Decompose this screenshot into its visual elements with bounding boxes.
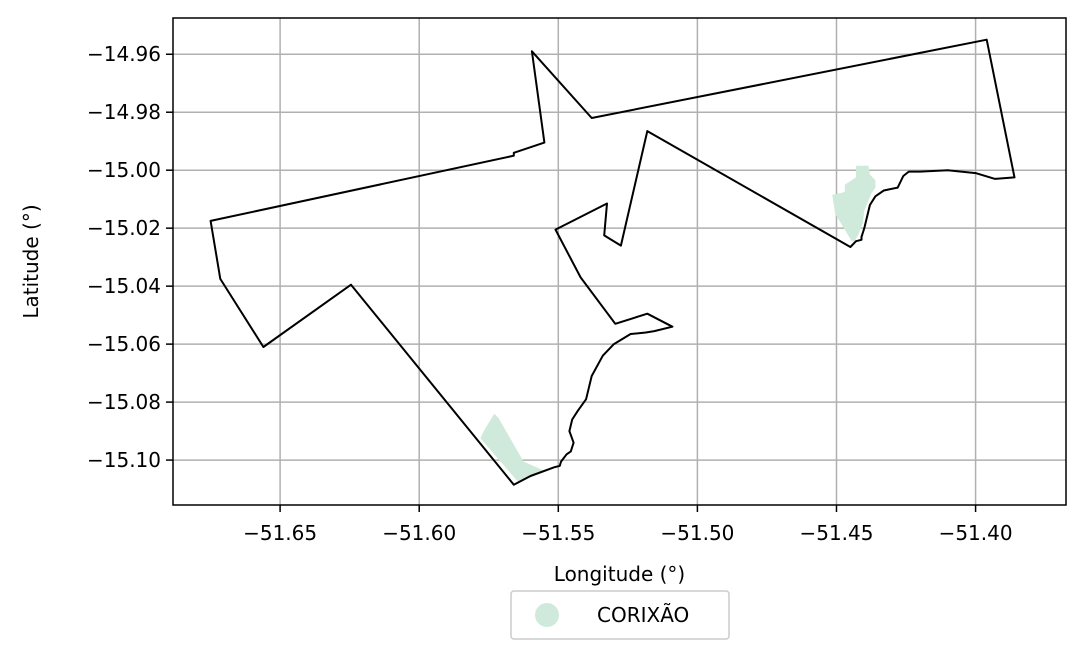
- y-tick-label: −15.00: [87, 158, 161, 182]
- plot-frame: [172, 17, 1067, 506]
- x-tick-label: −51.50: [660, 521, 734, 545]
- x-tick-label: −51.60: [382, 521, 456, 545]
- x-tick-label: −51.40: [939, 521, 1013, 545]
- grid-lines: [173, 18, 1066, 505]
- corixao-area: [832, 165, 876, 242]
- legend-label-corixao: CORIXÃO: [597, 603, 689, 627]
- y-axis-label: Latitude (°): [19, 204, 43, 318]
- corixao-fill-layer: [480, 165, 876, 482]
- y-tick-label: −14.96: [87, 42, 161, 66]
- legend: CORIXÃO: [510, 590, 730, 640]
- x-ticks: −51.65 −51.60 −51.55 −51.50 −51.45 −51.40: [243, 505, 1013, 545]
- x-tick-label: −51.55: [521, 521, 595, 545]
- municipality-boundary: [209, 38, 1016, 486]
- y-tick-label: −15.08: [87, 390, 161, 414]
- y-tick-label: −15.04: [87, 274, 161, 298]
- legend-frame: [510, 590, 730, 640]
- boundary-layer: [209, 38, 1016, 486]
- y-tick-label: −15.06: [87, 332, 161, 356]
- x-tick-label: −51.65: [243, 521, 317, 545]
- x-tick-label: −51.45: [799, 521, 873, 545]
- y-ticks: −14.96 −14.98 −15.00 −15.02 −15.04 −15.06 −15.…: [87, 42, 173, 472]
- y-tick-label: −14.98: [87, 100, 161, 124]
- y-tick-label: −15.10: [87, 448, 161, 472]
- legend-marker-corixao: [535, 603, 559, 627]
- corixao-area: [480, 413, 543, 482]
- x-axis-label: Longitude (°): [554, 562, 685, 586]
- y-tick-label: −15.02: [87, 216, 161, 240]
